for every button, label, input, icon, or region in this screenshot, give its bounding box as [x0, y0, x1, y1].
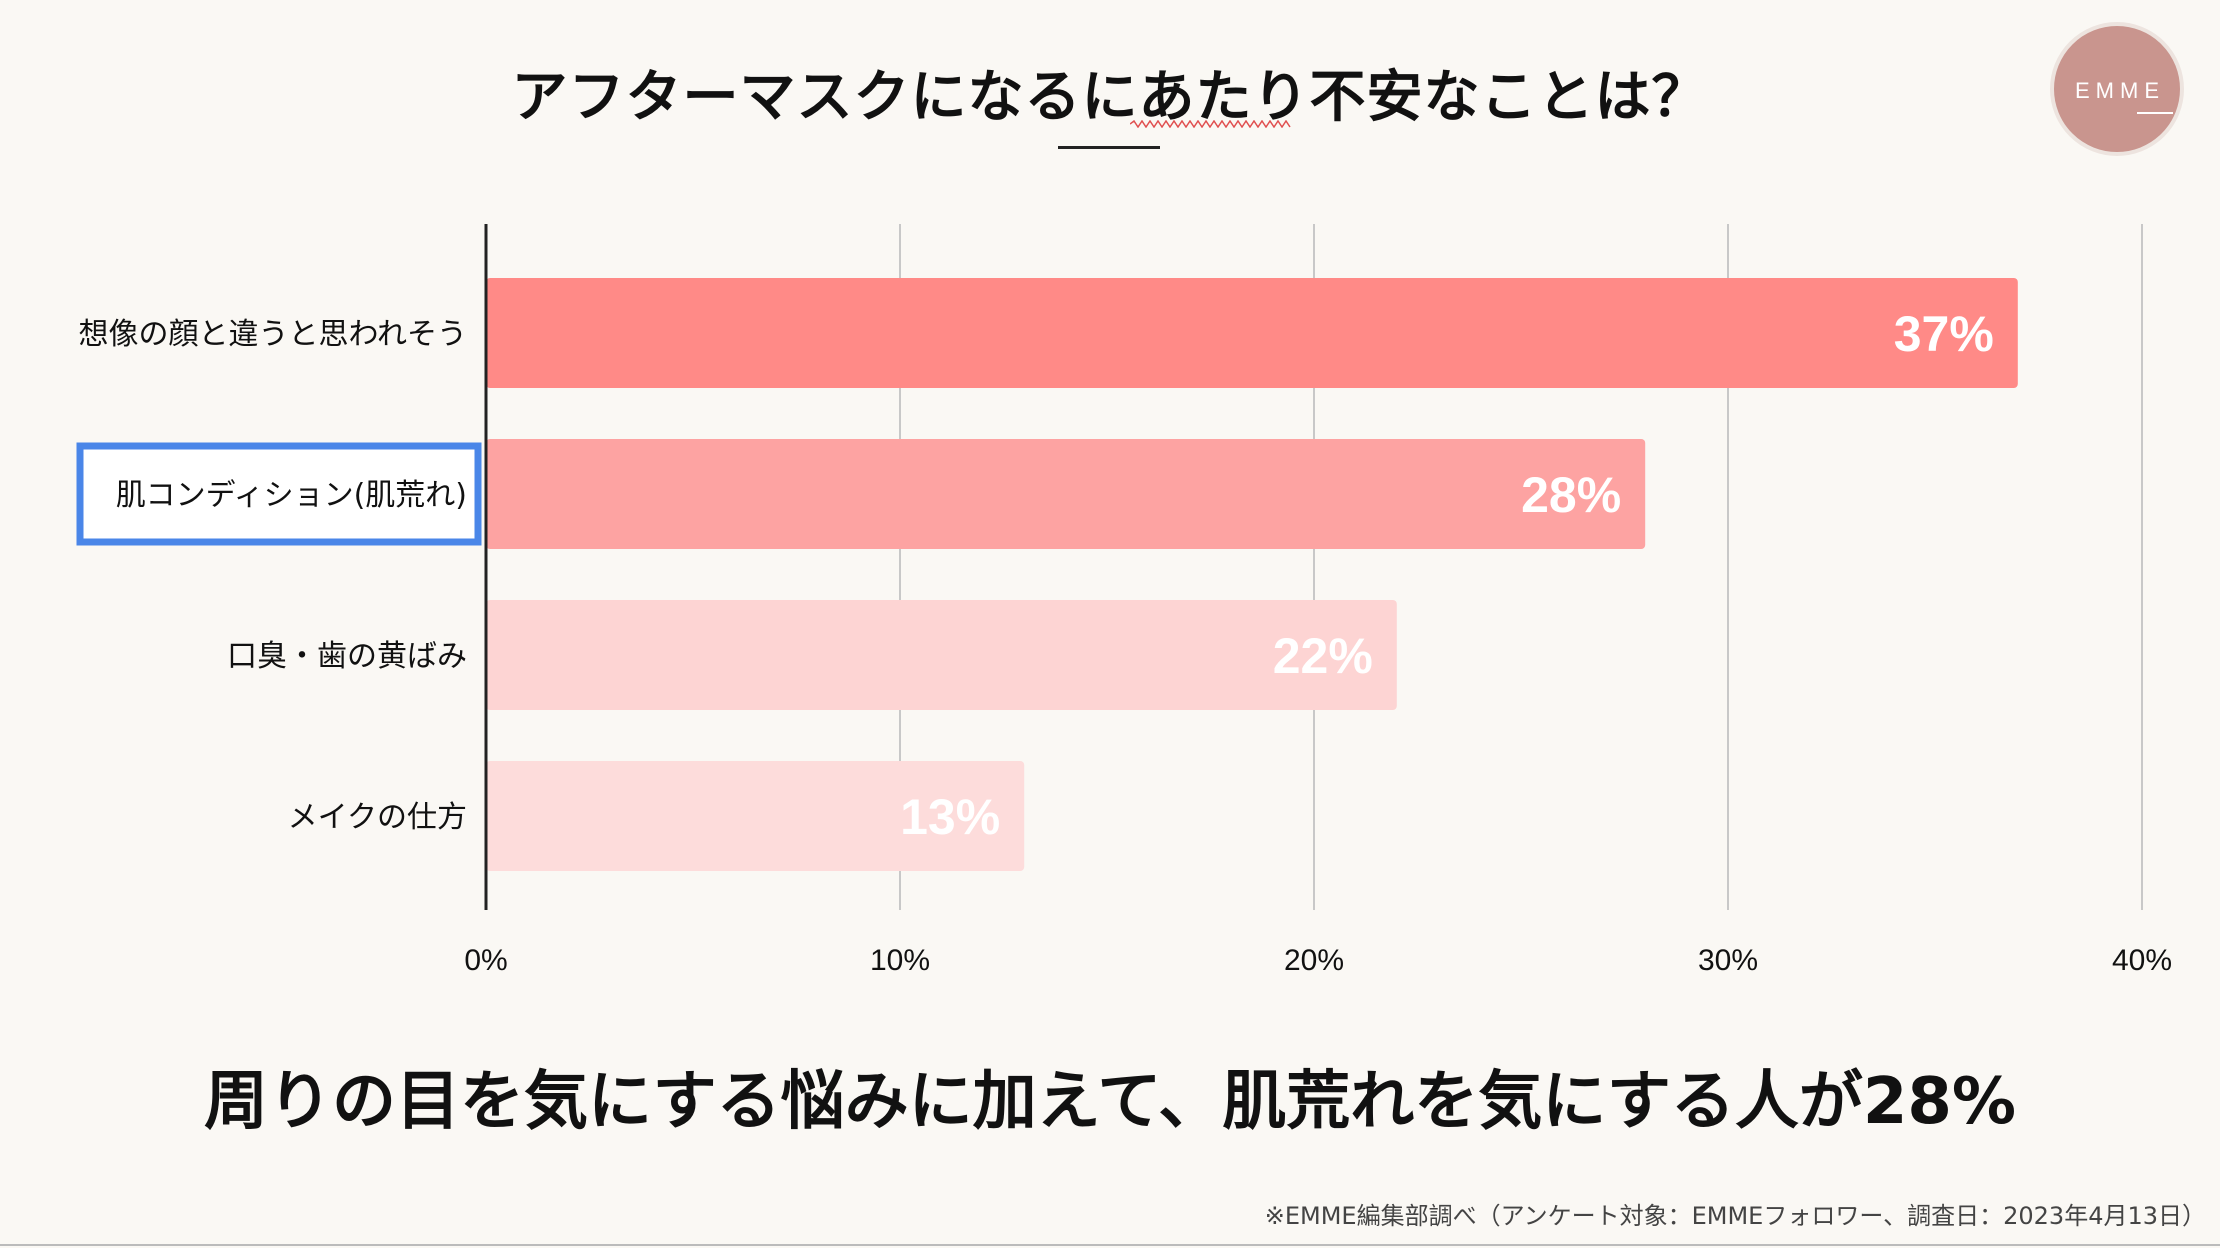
emme-logo: EMME [2050, 22, 2184, 156]
bar [486, 600, 1397, 710]
category-label: 想像の顔と違うと思われそう [79, 317, 468, 352]
category-label: 口臭・歯の黄ばみ [227, 639, 467, 674]
value-label: 22% [1273, 628, 1373, 684]
bar-chart: 0% 10% 20% 30% 40% 想像の顔と違うと思われそう 37% 28% 肌コンディショ… [76, 224, 2172, 977]
category-label: メイクの仕方 [288, 800, 467, 835]
logo-text: EMME [2075, 78, 2165, 103]
source-note: ※EMME編集部調べ（アンケート対象：EMMEフォロワー、調査日：2023年4月… [1264, 1202, 2206, 1230]
bar [486, 439, 1646, 549]
value-label: 28% [1521, 467, 1621, 523]
x-tick-label: 40% [2112, 944, 2172, 977]
x-tick-label: 0% [464, 944, 507, 977]
x-tick-label: 10% [870, 944, 930, 977]
title-underline [1058, 146, 1160, 149]
spellcheck-underline [1130, 120, 1291, 128]
value-label: 13% [900, 789, 1000, 845]
category-label: 肌コンディション(肌荒れ) [116, 478, 467, 513]
chart-subtitle: 周りの目を気にする悩みに加えて、肌荒れを気にする人が28% [203, 1065, 2017, 1139]
value-label: 37% [1894, 306, 1994, 362]
bar [486, 278, 2018, 388]
chart-title: アフターマスクになるにあたり不安なことは？ [511, 65, 1709, 130]
bar [486, 761, 1025, 871]
logo-rule [2137, 112, 2173, 114]
bottom-divider [0, 1244, 2220, 1246]
highlight-box [76, 442, 482, 546]
x-tick-label: 20% [1284, 944, 1344, 977]
x-tick-label: 30% [1698, 944, 1758, 977]
